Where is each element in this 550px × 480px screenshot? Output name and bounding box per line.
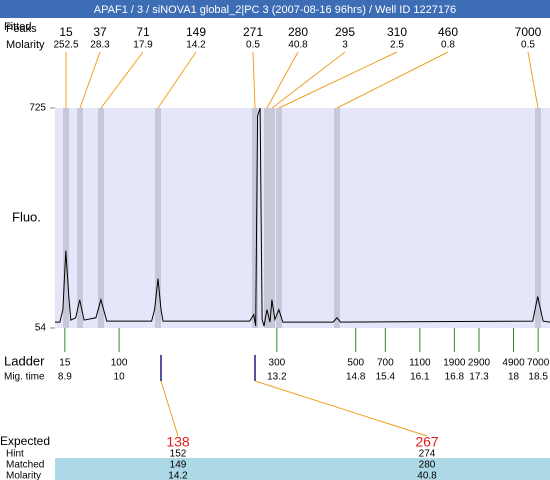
title: APAF1 / 3 / siNOVA1 global_2|PC 3 (2007-…	[94, 4, 456, 16]
expected-value: 267	[415, 434, 439, 450]
hint-value: 152	[170, 449, 187, 460]
expected-value: 138	[166, 434, 190, 450]
peak-band	[77, 108, 83, 328]
peak-size: 271	[243, 25, 263, 39]
fitted-label: Fitted	[4, 21, 32, 33]
expected-connector	[160, 380, 179, 437]
hint-label: Hint	[6, 449, 24, 460]
peak-size: 37	[93, 25, 107, 39]
ladder-size: 15	[59, 358, 71, 369]
ladder-time: 13.2	[267, 372, 287, 383]
mig-time-label: Mig. time	[4, 372, 45, 383]
peak-connector	[100, 51, 144, 109]
peak-molarity: 252.5	[53, 40, 78, 51]
peak-molarity: 17.9	[133, 40, 153, 51]
ladder-size: 100	[111, 358, 128, 369]
peak-band	[63, 108, 69, 328]
peak-size: 15	[59, 25, 73, 39]
peak-molarity: 40.8	[288, 40, 308, 51]
y-tick-label: 54	[35, 323, 47, 334]
ladder-size: 7000	[527, 358, 550, 369]
peak-size: 7000	[515, 25, 542, 39]
peak-size: 295	[335, 25, 355, 39]
title-bar	[0, 0, 550, 18]
peak-size: 310	[387, 25, 407, 39]
ladder-size: 300	[269, 358, 286, 369]
ladder-time: 16.1	[410, 372, 430, 383]
peak-band	[155, 108, 161, 328]
peak-band	[535, 108, 541, 328]
matched-value: 149	[170, 460, 187, 471]
peak-band	[252, 108, 258, 328]
matched-band	[55, 458, 550, 480]
molarity-value: 40.8	[417, 471, 437, 480]
ladder-time: 14.8	[346, 372, 366, 383]
ladder-size: 700	[377, 358, 394, 369]
peak-connector	[266, 51, 299, 109]
peak-band	[276, 108, 282, 328]
ladder-time: 15.4	[376, 372, 396, 383]
ladder-size: 1900	[443, 358, 466, 369]
peak-connector	[252, 51, 256, 109]
trace	[55, 107, 550, 327]
matched-label: Matched	[6, 460, 44, 471]
ladder-time: 18.5	[528, 372, 548, 383]
ladder-size: 500	[347, 358, 364, 369]
peak-molarity: 3	[342, 40, 348, 51]
peak-connector	[271, 51, 346, 109]
ladder-size: 1100	[409, 358, 431, 369]
ladder-time: 17.3	[469, 372, 489, 383]
peak-connector	[336, 51, 449, 109]
peak-band	[269, 108, 275, 328]
expected-label: Expected	[0, 434, 50, 448]
peak-band	[98, 108, 104, 328]
ladder-time: 18	[508, 372, 520, 383]
hint-value: 274	[419, 449, 436, 460]
peak-connector	[157, 51, 197, 109]
molarity-value: 14.2	[168, 471, 188, 480]
plot-area	[55, 108, 550, 328]
peak-molarity: 0.5	[521, 40, 535, 51]
ladder-size: 2900	[468, 358, 491, 369]
ladder-time: 16.8	[445, 372, 465, 383]
peak-size: 149	[186, 25, 206, 39]
peak-molarity: 0.5	[246, 40, 260, 51]
peak-band	[264, 108, 270, 328]
peak-connector	[79, 51, 101, 109]
peak-size: 280	[288, 25, 308, 39]
expected-connector	[254, 380, 428, 437]
peak-size: 71	[136, 25, 150, 39]
y-axis-label: Fluo.	[12, 209, 41, 224]
peak-size: 460	[438, 25, 458, 39]
ladder-time: 10	[114, 372, 126, 383]
molarity-label: Molarity	[6, 39, 45, 51]
peak-connector	[278, 51, 398, 109]
peak-connector	[527, 51, 539, 109]
y-tick-label: 725	[29, 103, 46, 114]
peak-band	[334, 108, 340, 328]
peak-molarity: 2.5	[390, 40, 404, 51]
peaks-label: Peaks	[6, 23, 37, 35]
ladder-time: 8.9	[58, 372, 72, 383]
peak-molarity: 14.2	[186, 40, 206, 51]
matched-value: 280	[419, 460, 436, 471]
peak-molarity: 0.8	[441, 40, 455, 51]
bottom-molarity-label: Molarity	[6, 471, 41, 480]
peak-molarity: 28.3	[90, 40, 110, 51]
ladder-size: 4900	[502, 358, 525, 369]
ladder-label: Ladder	[4, 353, 45, 368]
